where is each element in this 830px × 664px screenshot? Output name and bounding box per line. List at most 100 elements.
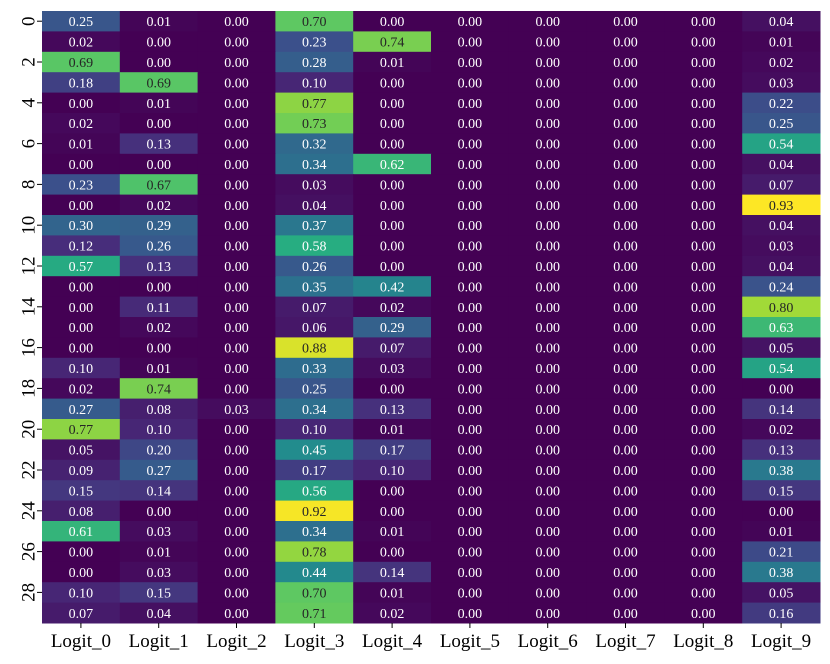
heatmap-cell-r12-c8 bbox=[664, 255, 743, 277]
cell-value-label-r26-c5: 0.00 bbox=[458, 546, 483, 561]
cell-value-label-r9-c4: 0.00 bbox=[380, 199, 405, 214]
heatmap-cell-r12-c6 bbox=[508, 255, 588, 277]
heatmap-cell-r19-c0 bbox=[42, 398, 121, 420]
heatmap-cell-r26-c0 bbox=[42, 541, 121, 563]
heatmap-cell-r25-c0 bbox=[42, 521, 121, 542]
heatmap-cell-r1-c1 bbox=[119, 31, 199, 53]
heatmap-cell-r24-c2 bbox=[197, 500, 276, 522]
cell-value-label-r28-c1: 0.15 bbox=[146, 586, 171, 601]
heatmap-cell-r21-c3 bbox=[275, 439, 354, 461]
cell-value-label-r25-c9: 0.01 bbox=[769, 525, 794, 540]
cell-value-label-r26-c9: 0.21 bbox=[769, 546, 794, 561]
cell-value-label-r28-c4: 0.01 bbox=[380, 586, 405, 601]
cell-value-label-r14-c6: 0.00 bbox=[535, 301, 560, 316]
heatmap-cell-r4-c4 bbox=[353, 92, 432, 114]
heatmap-cell-r21-c6 bbox=[508, 439, 588, 461]
heatmap-cell-r5-c6 bbox=[508, 113, 588, 134]
cell-value-label-r12-c1: 0.13 bbox=[146, 260, 171, 275]
heatmap-cell-r10-c0 bbox=[42, 215, 121, 236]
cell-value-label-r24-c7: 0.00 bbox=[613, 505, 638, 520]
cell-value-label-r4-c8: 0.00 bbox=[691, 97, 716, 112]
cell-value-label-r18-c9: 0.00 bbox=[769, 382, 794, 397]
cell-value-label-r5-c5: 0.00 bbox=[458, 117, 483, 132]
cell-value-label-r20-c6: 0.00 bbox=[535, 423, 560, 438]
heatmap-cell-r24-c5 bbox=[431, 500, 510, 522]
cell-value-label-r20-c1: 0.10 bbox=[146, 423, 171, 438]
cell-value-label-r28-c2: 0.00 bbox=[224, 586, 249, 601]
heatmap-cell-r22-c5 bbox=[431, 459, 510, 481]
cell-value-label-r19-c1: 0.08 bbox=[146, 403, 171, 418]
cell-value-label-r6-c7: 0.00 bbox=[613, 138, 638, 153]
cell-value-label-r24-c4: 0.00 bbox=[380, 505, 405, 520]
cell-value-label-r15-c0: 0.00 bbox=[69, 321, 94, 336]
cell-value-label-r17-c0: 0.10 bbox=[69, 362, 94, 377]
cell-value-label-r14-c7: 0.00 bbox=[613, 301, 638, 316]
cell-value-label-r6-c5: 0.00 bbox=[458, 138, 483, 153]
cell-value-label-r24-c3: 0.92 bbox=[302, 505, 327, 520]
heatmap-cell-r3-c7 bbox=[586, 72, 665, 94]
heatmap-cell-r22-c8 bbox=[664, 459, 743, 481]
heatmap-cell-r29-c0 bbox=[42, 602, 121, 624]
heatmap-cell-r9-c1 bbox=[119, 194, 199, 216]
heatmap-cell-r11-c5 bbox=[431, 235, 510, 257]
heatmap-cell-r9-c7 bbox=[586, 194, 665, 216]
cell-value-label-r16-c1: 0.00 bbox=[146, 342, 171, 357]
cell-value-label-r15-c4: 0.29 bbox=[380, 321, 405, 336]
cell-value-label-r22-c5: 0.00 bbox=[458, 464, 483, 479]
heatmap-cell-r20-c0 bbox=[42, 419, 121, 440]
heatmap-cell-r7-c1 bbox=[119, 153, 199, 175]
cell-value-label-r3-c8: 0.00 bbox=[691, 76, 716, 91]
heatmap-cell-r1-c3 bbox=[275, 31, 354, 53]
heatmap-cell-r4-c2 bbox=[197, 92, 276, 114]
heatmap-cell-r28-c0 bbox=[42, 582, 121, 604]
heatmap-cell-r20-c7 bbox=[586, 419, 665, 440]
cell-value-label-r19-c3: 0.34 bbox=[302, 403, 327, 418]
heatmap-cell-r18-c9 bbox=[742, 378, 821, 400]
x-tick-label-Logit_8: Logit_8 bbox=[673, 631, 733, 652]
heatmap-cell-r13-c3 bbox=[275, 276, 354, 298]
cell-value-label-r11-c6: 0.00 bbox=[535, 240, 560, 255]
heatmap-cell-r10-c9 bbox=[742, 215, 821, 236]
heatmap-cell-r0-c9 bbox=[742, 11, 821, 32]
cell-value-label-r29-c2: 0.00 bbox=[224, 607, 249, 622]
cell-value-label-r22-c4: 0.10 bbox=[380, 464, 405, 479]
cell-value-label-r11-c7: 0.00 bbox=[613, 240, 638, 255]
heatmap-cell-r23-c4 bbox=[353, 480, 432, 502]
cell-value-label-r7-c7: 0.00 bbox=[613, 158, 638, 173]
cell-value-label-r21-c4: 0.17 bbox=[380, 444, 405, 459]
heatmap-cell-r12-c9 bbox=[742, 255, 821, 277]
cell-value-label-r0-c0: 0.25 bbox=[69, 15, 94, 30]
heatmap-cell-r9-c4 bbox=[353, 194, 432, 216]
cell-value-label-r29-c5: 0.00 bbox=[458, 607, 483, 622]
cell-value-label-r7-c2: 0.00 bbox=[224, 158, 249, 173]
cell-value-label-r12-c3: 0.26 bbox=[302, 260, 327, 275]
cell-value-label-r23-c1: 0.14 bbox=[146, 484, 171, 499]
cell-value-label-r12-c2: 0.00 bbox=[224, 260, 249, 275]
cell-value-label-r4-c3: 0.77 bbox=[302, 97, 327, 112]
cell-value-label-r8-c5: 0.00 bbox=[458, 178, 483, 193]
cell-value-label-r10-c1: 0.29 bbox=[146, 219, 171, 234]
cell-value-label-r21-c5: 0.00 bbox=[458, 444, 483, 459]
heatmap-cell-r9-c2 bbox=[197, 194, 276, 216]
heatmap-cell-r13-c6 bbox=[508, 276, 588, 298]
heatmap-cell-r19-c6 bbox=[508, 398, 588, 420]
heatmap-cell-r8-c4 bbox=[353, 174, 432, 196]
cell-value-label-r1-c3: 0.23 bbox=[302, 36, 327, 51]
heatmap-cell-r15-c8 bbox=[664, 317, 743, 338]
heatmap-cell-r28-c9 bbox=[742, 582, 821, 604]
heatmap-cell-r7-c7 bbox=[586, 153, 665, 175]
cell-value-label-r18-c7: 0.00 bbox=[613, 382, 638, 397]
heatmap-cell-r11-c6 bbox=[508, 235, 588, 257]
heatmap-cell-r17-c3 bbox=[275, 357, 354, 379]
heatmap-cell-r4-c5 bbox=[431, 92, 510, 114]
cell-value-label-r24-c6: 0.00 bbox=[535, 505, 560, 520]
heatmap-cell-r10-c3 bbox=[275, 215, 354, 236]
cell-value-label-r25-c6: 0.00 bbox=[535, 525, 560, 540]
cell-value-label-r9-c8: 0.00 bbox=[691, 199, 716, 214]
cell-value-label-r10-c2: 0.00 bbox=[224, 219, 249, 234]
heatmap-cell-r23-c7 bbox=[586, 480, 665, 502]
heatmap-cell-r23-c1 bbox=[119, 480, 199, 502]
heatmap-cell-r4-c1 bbox=[119, 92, 199, 114]
cell-value-label-r28-c7: 0.00 bbox=[613, 586, 638, 601]
cell-value-label-r27-c4: 0.14 bbox=[380, 566, 405, 581]
